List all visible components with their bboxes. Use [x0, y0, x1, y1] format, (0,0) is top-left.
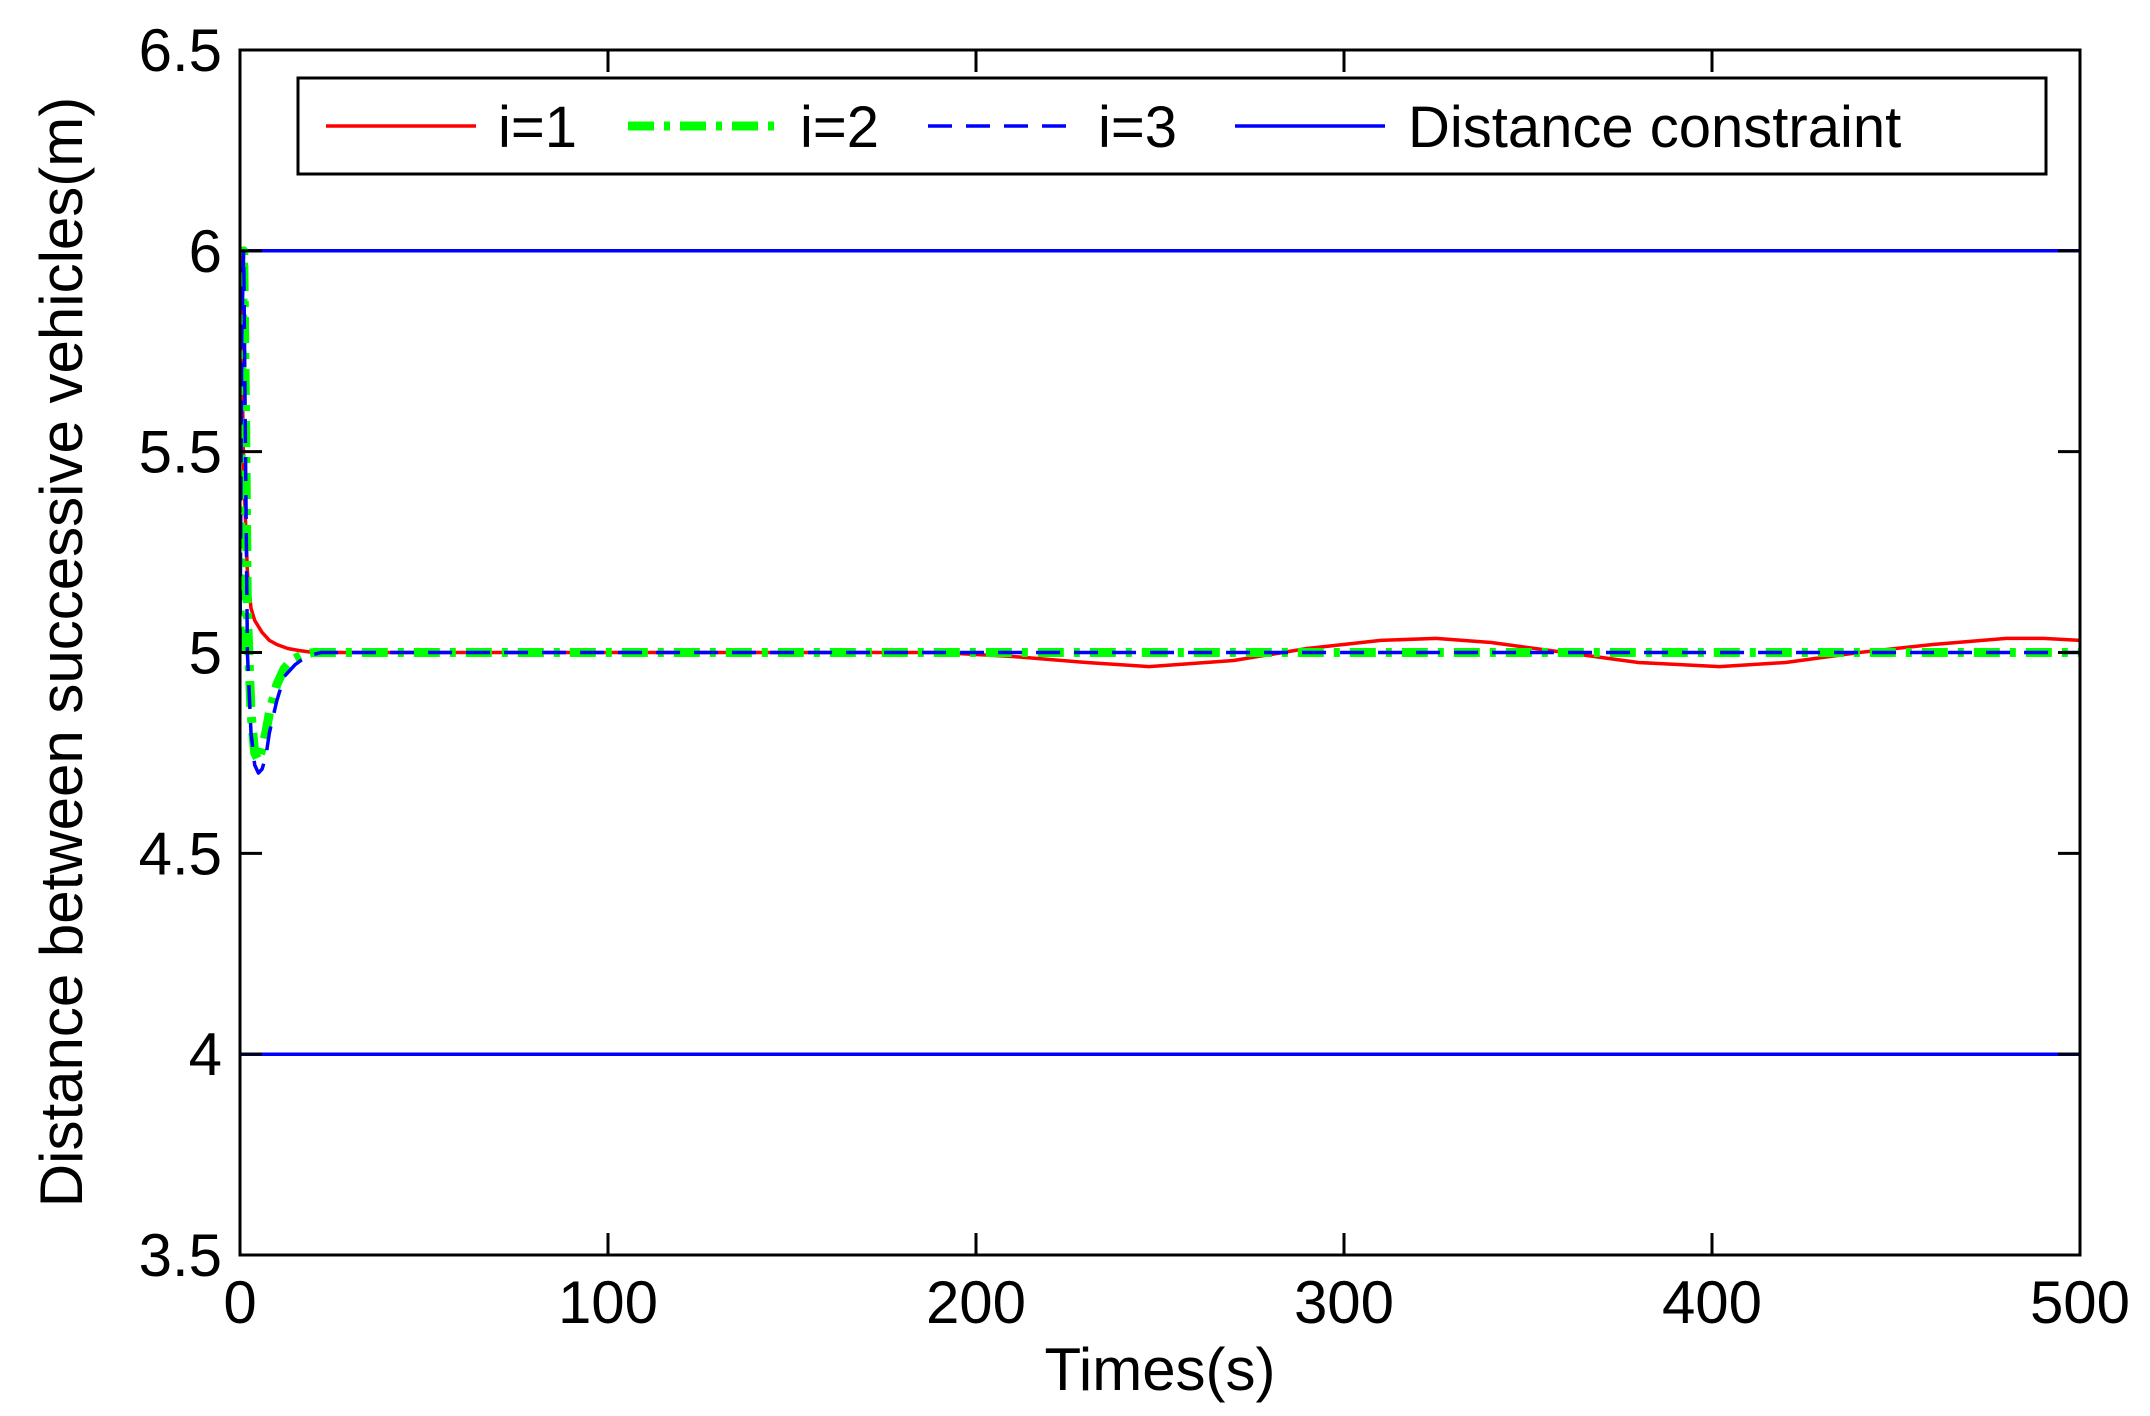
x-tick-label: 100: [558, 1269, 658, 1336]
x-tick-label: 500: [2030, 1269, 2130, 1336]
legend-entries: i=1 i=2 i=3 Distance constraint: [326, 95, 1901, 160]
y-tick-label: 4.5: [139, 820, 222, 887]
y-tick-label: 5.5: [139, 419, 222, 486]
legend-label-i-1: i=1: [498, 95, 577, 160]
legend-label-distance-constraint: Distance constraint: [1408, 95, 1901, 160]
x-tick-label: 400: [1662, 1269, 1762, 1336]
x-axis-label: Times(s): [1044, 1336, 1275, 1403]
legend: i=1 i=2 i=3 Distance constraint: [296, 76, 2048, 176]
series-i-1-line: [240, 250, 2080, 669]
y-tick-label: 5: [189, 620, 222, 687]
y-tick-label: 4: [189, 1021, 222, 1088]
x-tick-label: 300: [1294, 1269, 1394, 1336]
y-axis-label: Distance between successive vehicles(m): [28, 97, 95, 1207]
legend-box: [296, 76, 2048, 176]
legend-label-i-2: i=2: [800, 95, 879, 160]
legend-label-i-3: i=3: [1098, 95, 1177, 160]
x-tick-label: 0: [223, 1269, 256, 1336]
y-tick-label: 3.5: [139, 1222, 222, 1289]
x-tick-label: 200: [926, 1269, 1026, 1336]
series-layer: [240, 246, 2080, 1056]
y-tick-label: 6: [189, 218, 222, 285]
series-i-3-line: [240, 249, 2080, 775]
ticks-layer: 0 100 200 300 400 500 3.5 4 4.5 5 5.5 6 6.5: [139, 17, 2130, 1336]
y-tick-label: 6.5: [139, 17, 222, 84]
